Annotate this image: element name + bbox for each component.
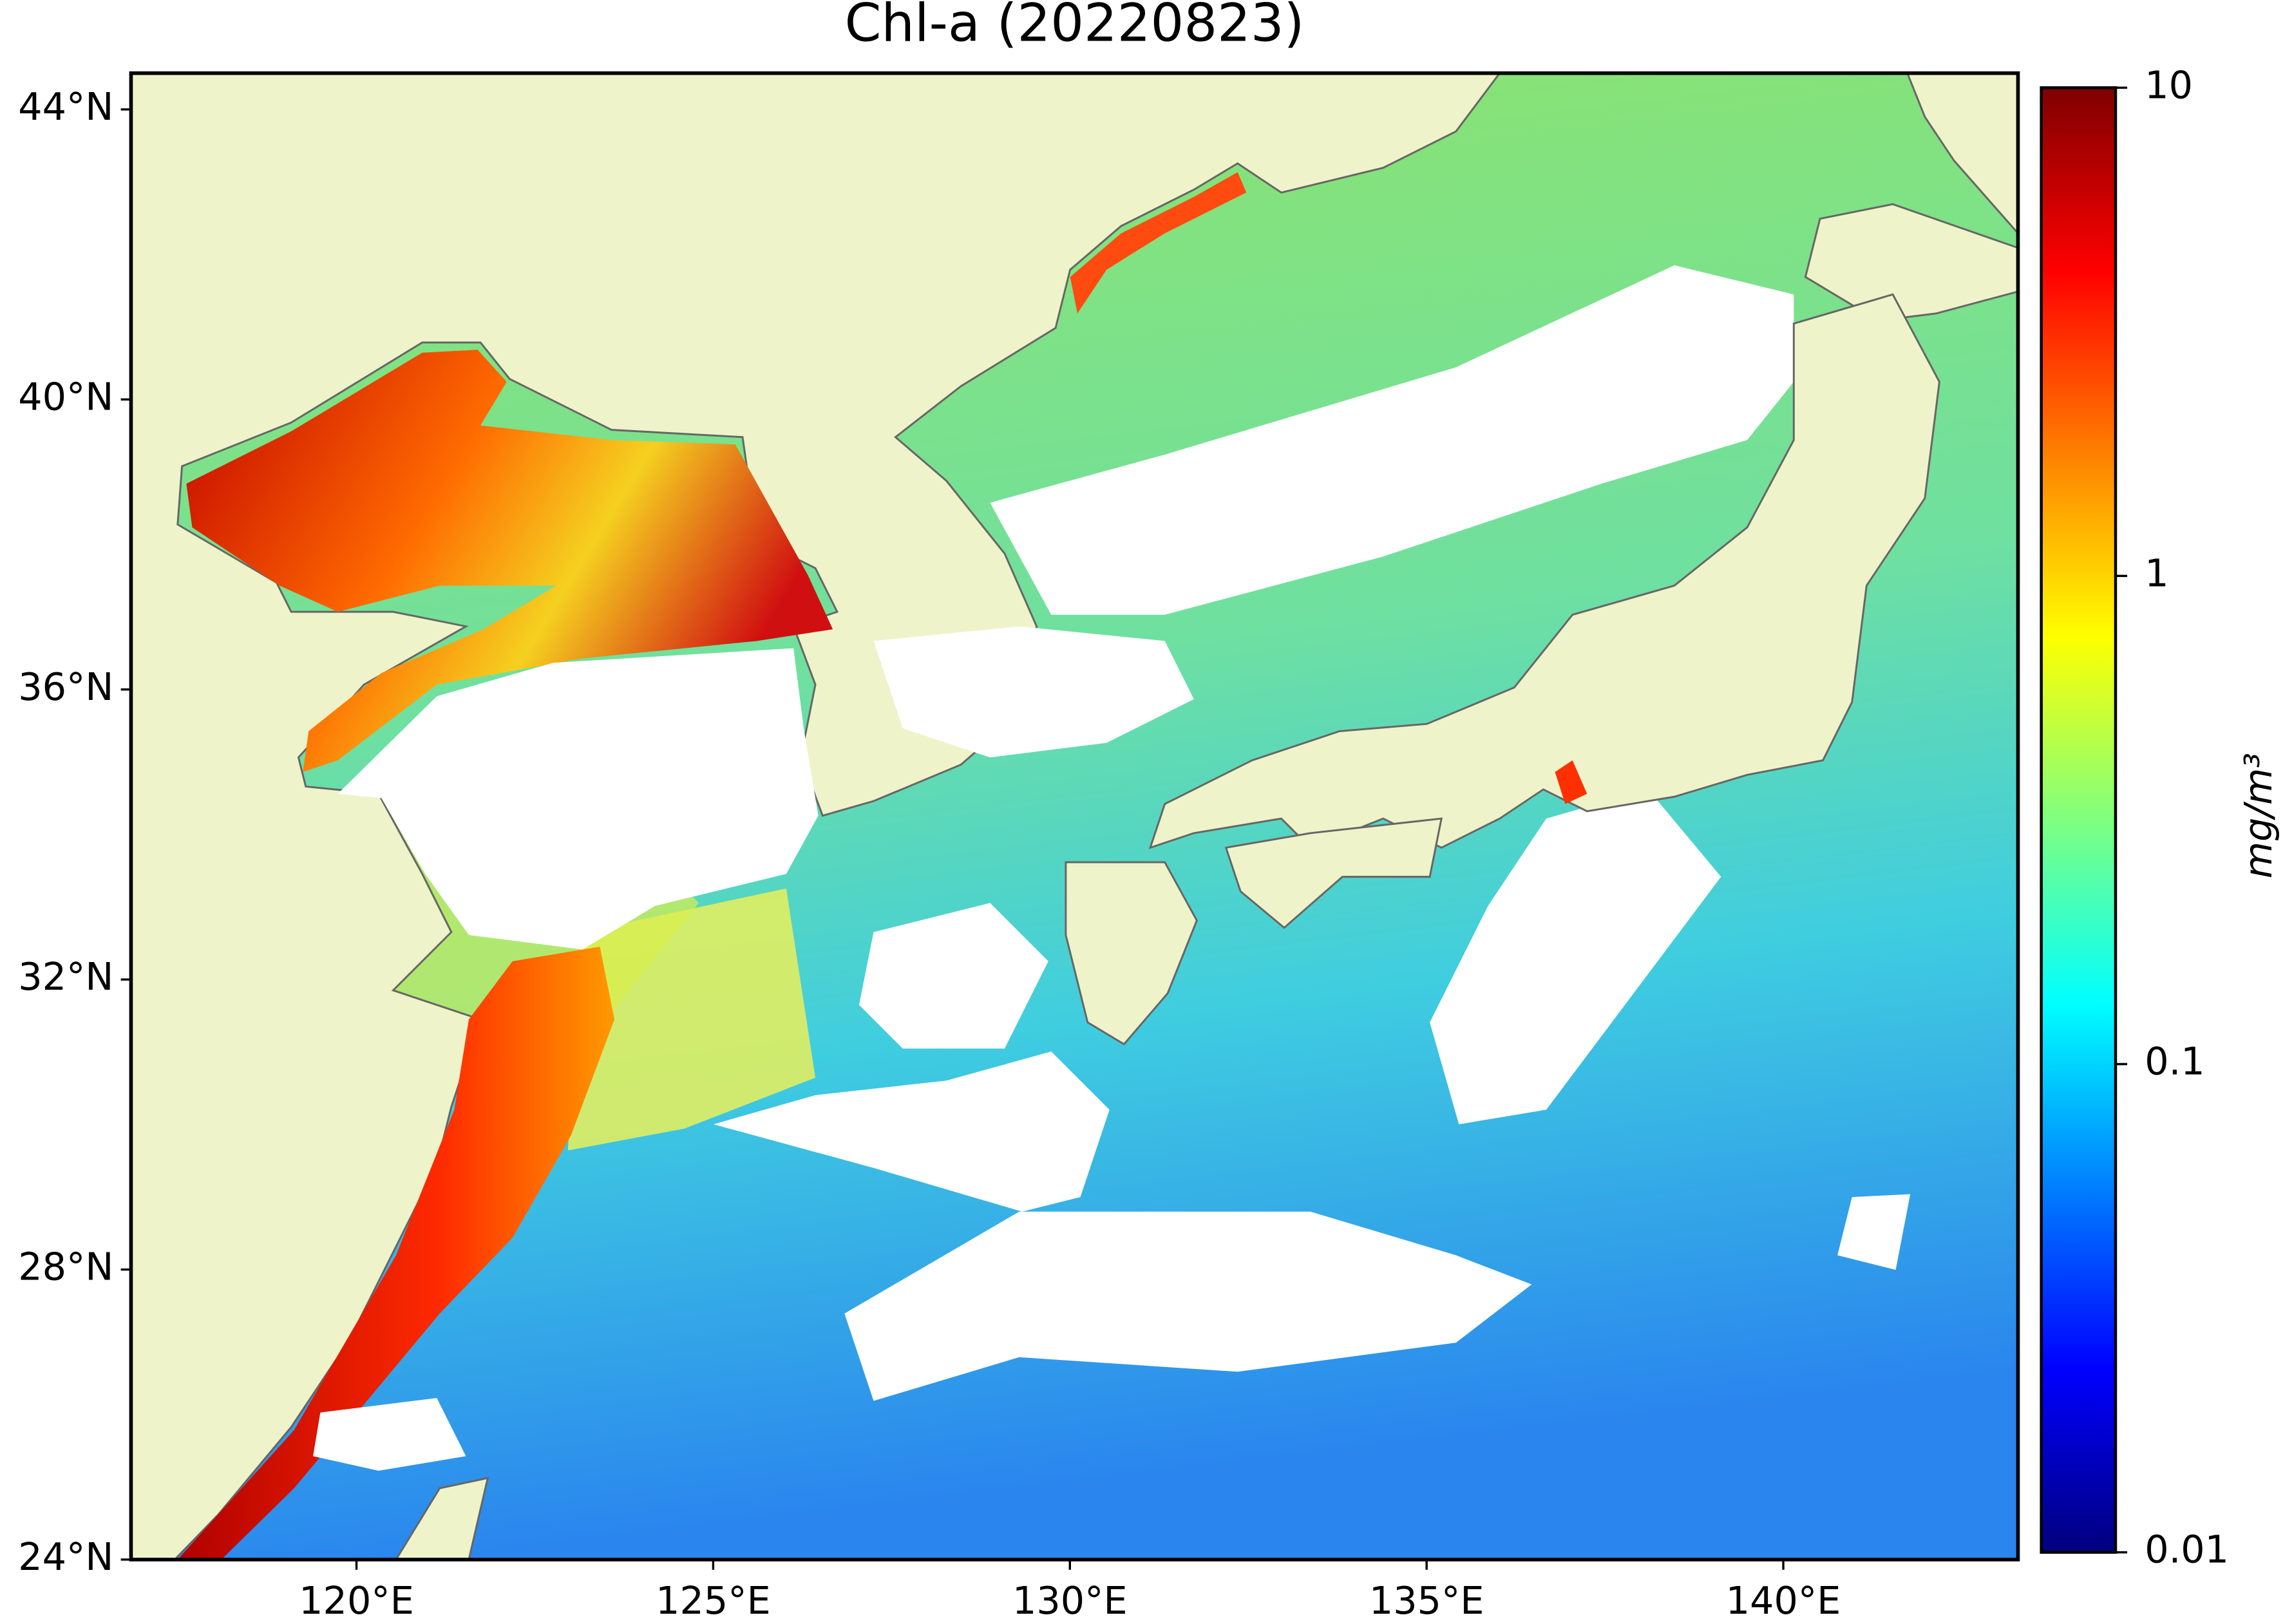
y-tick-label: 28°N — [18, 1245, 113, 1289]
map-frame — [129, 71, 2020, 1562]
chart-title: Chl-a (20220823) — [845, 0, 1305, 54]
y-tick-label: 40°N — [18, 374, 113, 419]
map — [131, 73, 2018, 1560]
cloud — [1837, 1194, 1911, 1270]
cloud — [990, 265, 1794, 615]
land — [1224, 817, 1443, 929]
cloud — [844, 1211, 1532, 1401]
land — [1906, 73, 2018, 235]
colorbar-tick-label: 0.01 — [2145, 1527, 2229, 1572]
cloud — [313, 1397, 466, 1471]
x-tick-label: 140°E — [1726, 1578, 1841, 1623]
land — [395, 1477, 489, 1560]
colorbar-tick-label: 10 — [2145, 62, 2193, 107]
colorbar-tick-label: 0.1 — [2145, 1039, 2204, 1084]
y-tick-label: 36°N — [18, 665, 113, 709]
x-tick-label: 130°E — [1012, 1578, 1128, 1623]
colorbar-tick-label: 1 — [2145, 551, 2168, 595]
x-tick-label: 125°E — [656, 1578, 771, 1623]
cloud — [1430, 789, 1721, 1124]
cloud — [858, 903, 1048, 1049]
y-tick-label: 44°N — [18, 84, 113, 129]
x-tick-label: 135°E — [1369, 1578, 1484, 1623]
cloud — [713, 1051, 1110, 1212]
cloud — [873, 626, 1194, 758]
colorbar-label: mg/m³ — [2236, 753, 2280, 878]
coastal-bloom — [177, 947, 615, 1560]
bohai-bloom — [186, 350, 833, 772]
y-tick-label: 24°N — [18, 1534, 113, 1579]
colorbar: 0.01 0.1 1 10 — [2040, 62, 2229, 1572]
colorbar-scale — [2040, 86, 2117, 1554]
land — [1804, 203, 2018, 322]
coastal-bloom — [1555, 760, 1587, 804]
cloud — [337, 648, 819, 950]
land — [1065, 861, 1198, 1046]
x-tick-label: 120°E — [299, 1578, 414, 1623]
coastal-bloom — [1070, 172, 1247, 314]
y-tick-label: 32°N — [18, 954, 113, 999]
